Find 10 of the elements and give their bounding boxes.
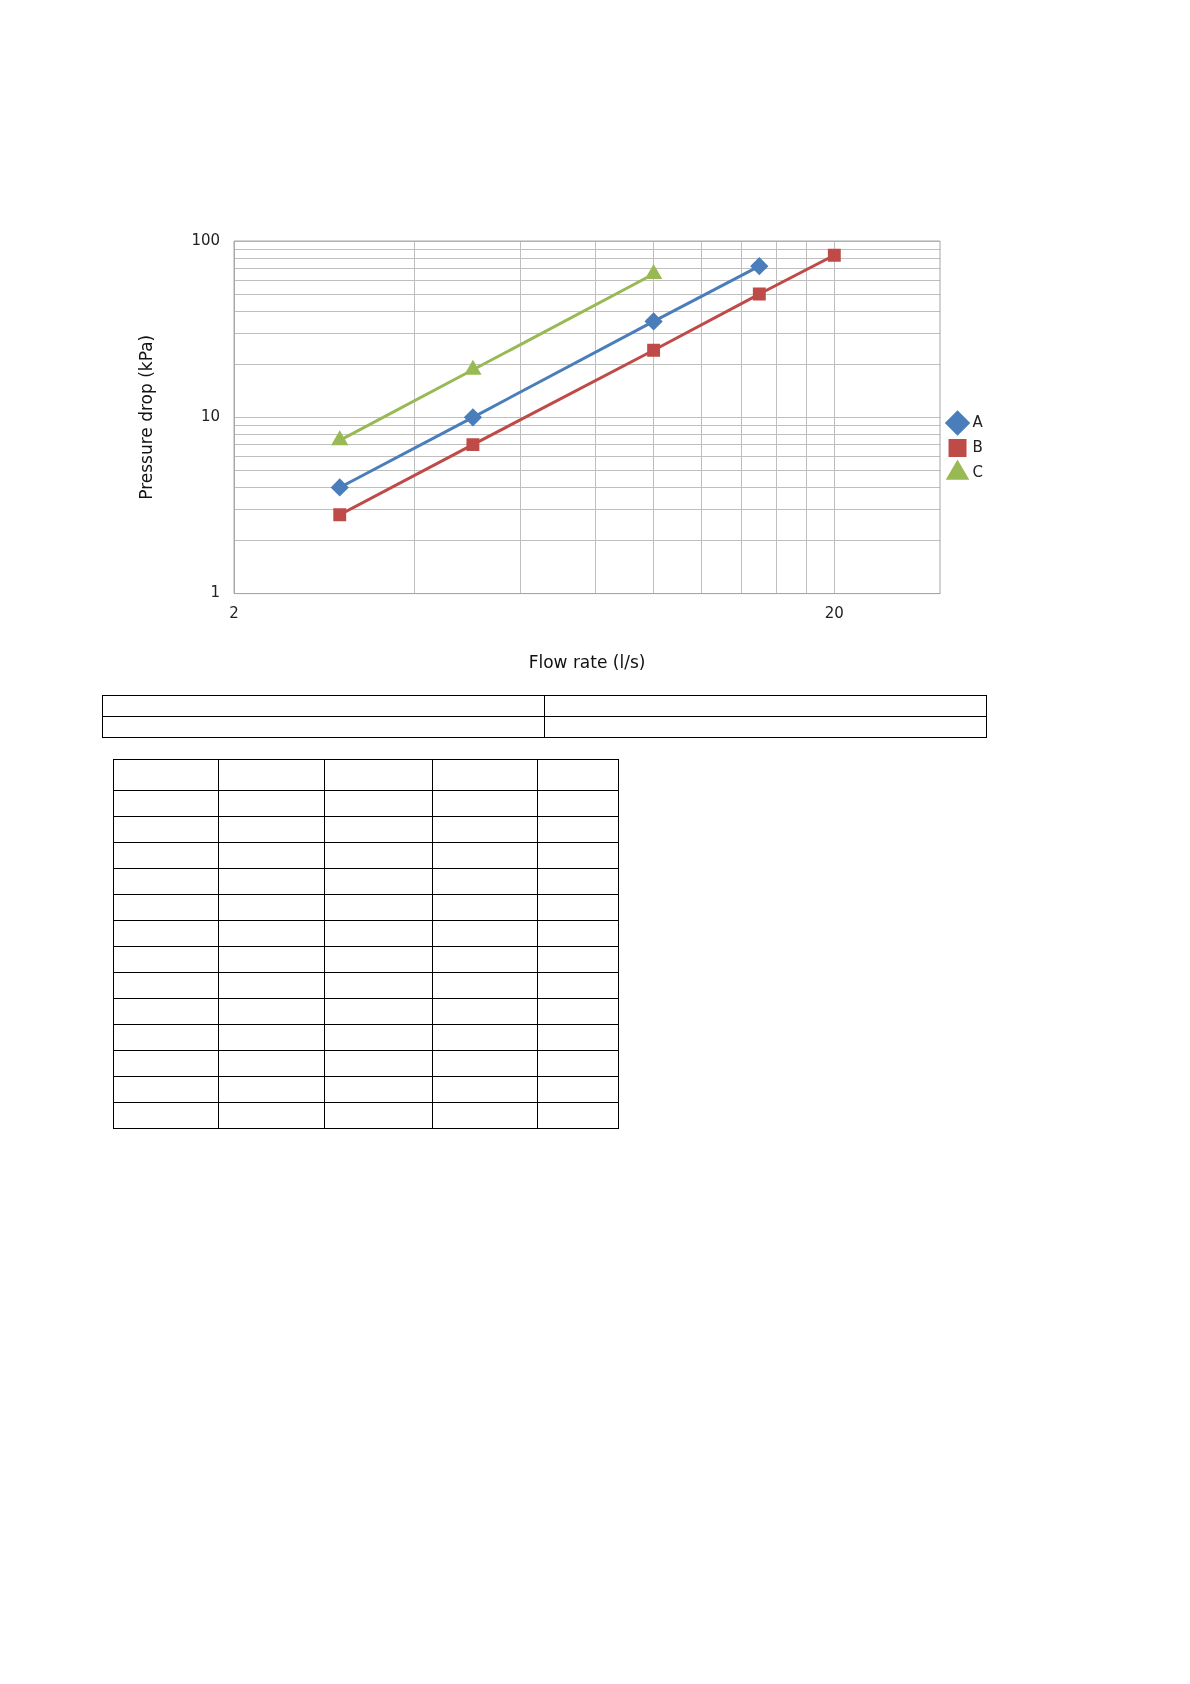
y-tick-label: 1 [210,583,221,602]
y-tick-label: 100 [191,230,221,249]
y-tick-label: 10 [200,407,221,426]
x-axis-title: Flow rate (l/s) [528,652,646,673]
x-tick-label: 20 [824,604,844,623]
legend-label: B [972,437,983,456]
x-tick-label: 2 [229,604,239,623]
legend-label: A [972,412,984,431]
legend-label: C [972,462,984,481]
y-axis-title: Pressure drop (kPa) [135,334,156,500]
